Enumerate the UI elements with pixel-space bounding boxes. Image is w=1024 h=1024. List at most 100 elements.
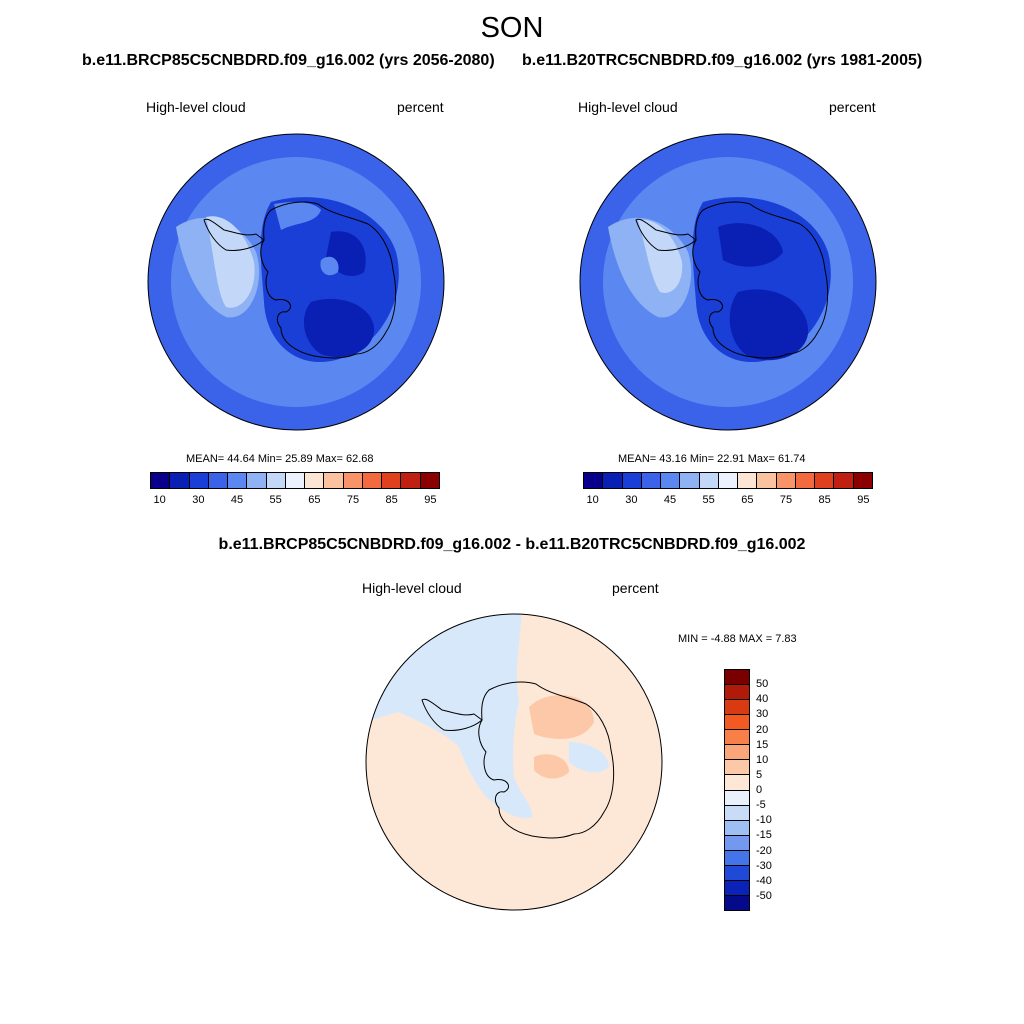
right-stats: MEAN= 43.16 Min= 22.91 Max= 61.74 bbox=[618, 453, 806, 465]
colorbar-tick-label: -5 bbox=[756, 799, 766, 812]
colorbar-swatch bbox=[718, 473, 739, 488]
colorbar-swatch bbox=[725, 775, 749, 791]
mean-label: MEAN= bbox=[618, 453, 657, 465]
min-label: Min= bbox=[257, 453, 283, 465]
colorbar-swatch bbox=[151, 473, 171, 488]
colorbar-swatch bbox=[285, 473, 306, 488]
map-darker-region bbox=[303, 298, 375, 358]
colorbar-swatch bbox=[725, 865, 749, 881]
diff-units-label: percent bbox=[612, 580, 659, 596]
colorbar-swatch bbox=[680, 473, 700, 488]
colorbar-tick-label: 85 bbox=[818, 494, 831, 506]
colorbar-swatch bbox=[725, 730, 749, 746]
colorbar-tick-label: 0 bbox=[756, 784, 763, 796]
map-light-blob bbox=[320, 256, 339, 276]
colorbar-swatch bbox=[725, 760, 749, 776]
diff-colorbar bbox=[724, 669, 750, 911]
colorbar-swatch bbox=[725, 880, 749, 896]
colorbar-swatch bbox=[661, 473, 681, 488]
map-coast-band bbox=[274, 202, 321, 230]
antarctica-coastline bbox=[692, 201, 829, 359]
map-darker-region bbox=[729, 289, 809, 361]
map-border bbox=[365, 613, 663, 911]
colorbar-tick-label: -10 bbox=[756, 814, 772, 827]
colorbar-tick-label: 55 bbox=[702, 494, 715, 506]
min-value: 22.91 bbox=[717, 453, 745, 465]
colorbar-swatch bbox=[725, 670, 749, 686]
colorbar-swatch bbox=[853, 473, 872, 488]
colorbar-swatch bbox=[725, 790, 749, 806]
diff-min-value: -4.88 bbox=[710, 633, 736, 645]
colorbar-swatch bbox=[776, 473, 796, 488]
colorbar-swatch bbox=[343, 473, 363, 488]
colorbar-tick-label: -20 bbox=[756, 844, 772, 857]
colorbar-swatch bbox=[725, 895, 749, 910]
min-value: 25.89 bbox=[285, 453, 313, 465]
left-colorbar-labels: 10 30 45 55 65 75 85 95 bbox=[150, 494, 440, 508]
colorbar-swatch bbox=[641, 473, 662, 488]
colorbar-tick-label: 65 bbox=[308, 494, 321, 506]
right-colorbar bbox=[583, 472, 873, 489]
colorbar-tick-label: 5 bbox=[756, 768, 763, 781]
mean-value: 43.16 bbox=[659, 453, 687, 465]
colorbar-tick-label: 40 bbox=[756, 693, 769, 706]
colorbar-tick-label: 50 bbox=[756, 678, 769, 691]
colorbar-tick-label: 55 bbox=[269, 494, 282, 506]
colorbar-tick-label: 20 bbox=[756, 723, 769, 736]
colorbar-tick-label: 10 bbox=[586, 494, 599, 506]
map-darker-region-2 bbox=[718, 223, 783, 267]
colorbar-swatch bbox=[725, 745, 749, 761]
colorbar-swatch bbox=[815, 473, 835, 488]
colorbar-swatch bbox=[725, 700, 749, 716]
diff-title: b.e11.BRCP85C5CNBDRD.f09_g16.002 - b.e11… bbox=[218, 536, 806, 553]
min-label: Min= bbox=[689, 453, 715, 465]
colorbar-tick-label: -15 bbox=[756, 829, 772, 842]
diff-max-value: 7.83 bbox=[775, 633, 797, 645]
colorbar-swatch bbox=[603, 473, 623, 488]
right-panel-case-title: b.e11.B20TRC5CNBDRD.f09_g16.002 (yrs 198… bbox=[522, 52, 923, 69]
colorbar-tick-label: -50 bbox=[756, 889, 772, 902]
left-polar-map bbox=[147, 133, 445, 431]
right-variable-label: High-level cloud bbox=[578, 99, 678, 115]
colorbar-swatch bbox=[247, 473, 267, 488]
peninsula-coastline bbox=[203, 218, 265, 251]
colorbar-tick-label: 95 bbox=[857, 494, 870, 506]
colorbar-tick-label: -30 bbox=[756, 859, 772, 872]
colorbar-tick-label: 10 bbox=[756, 753, 769, 766]
map-border bbox=[579, 133, 877, 431]
colorbar-swatch bbox=[420, 473, 439, 488]
colorbar-swatch bbox=[382, 473, 402, 488]
diff-polar-map bbox=[365, 613, 663, 911]
colorbar-swatch bbox=[362, 473, 383, 488]
colorbar-swatch bbox=[401, 473, 421, 488]
right-colorbar-labels: 10 30 45 55 65 75 85 95 bbox=[583, 494, 873, 508]
colorbar-swatch bbox=[622, 473, 642, 488]
colorbar-tick-label: 30 bbox=[756, 708, 769, 721]
colorbar-tick-label: 45 bbox=[663, 494, 677, 506]
colorbar-swatch bbox=[725, 850, 749, 866]
diff-max-label: MAX = bbox=[738, 633, 773, 645]
diff-positive-patch-2 bbox=[534, 754, 569, 779]
mean-value: 44.64 bbox=[227, 453, 255, 465]
colorbar-swatch bbox=[699, 473, 719, 488]
colorbar-swatch bbox=[189, 473, 209, 488]
peninsula-coastline bbox=[421, 698, 483, 731]
colorbar-tick-label: 75 bbox=[346, 494, 360, 506]
map-border bbox=[147, 133, 445, 431]
colorbar-swatch bbox=[324, 473, 344, 488]
colorbar-swatch bbox=[305, 473, 325, 488]
left-variable-label: High-level cloud bbox=[146, 99, 246, 115]
colorbar-swatch bbox=[584, 473, 604, 488]
diff-min-label: MIN = bbox=[678, 633, 708, 645]
left-units-label: percent bbox=[397, 99, 444, 115]
max-value: 61.74 bbox=[777, 453, 806, 465]
colorbar-tick-label: 45 bbox=[230, 494, 244, 506]
max-label: Max= bbox=[747, 453, 775, 465]
left-panel-case-title: b.e11.BRCP85C5CNBDRD.f09_g16.002 (yrs 20… bbox=[82, 52, 495, 69]
colorbar-swatch bbox=[757, 473, 777, 488]
colorbar-swatch bbox=[208, 473, 229, 488]
colorbar-swatch bbox=[170, 473, 190, 488]
max-value: 62.68 bbox=[345, 453, 374, 465]
colorbar-swatch bbox=[725, 835, 749, 851]
colorbar-tick-label: 75 bbox=[779, 494, 793, 506]
